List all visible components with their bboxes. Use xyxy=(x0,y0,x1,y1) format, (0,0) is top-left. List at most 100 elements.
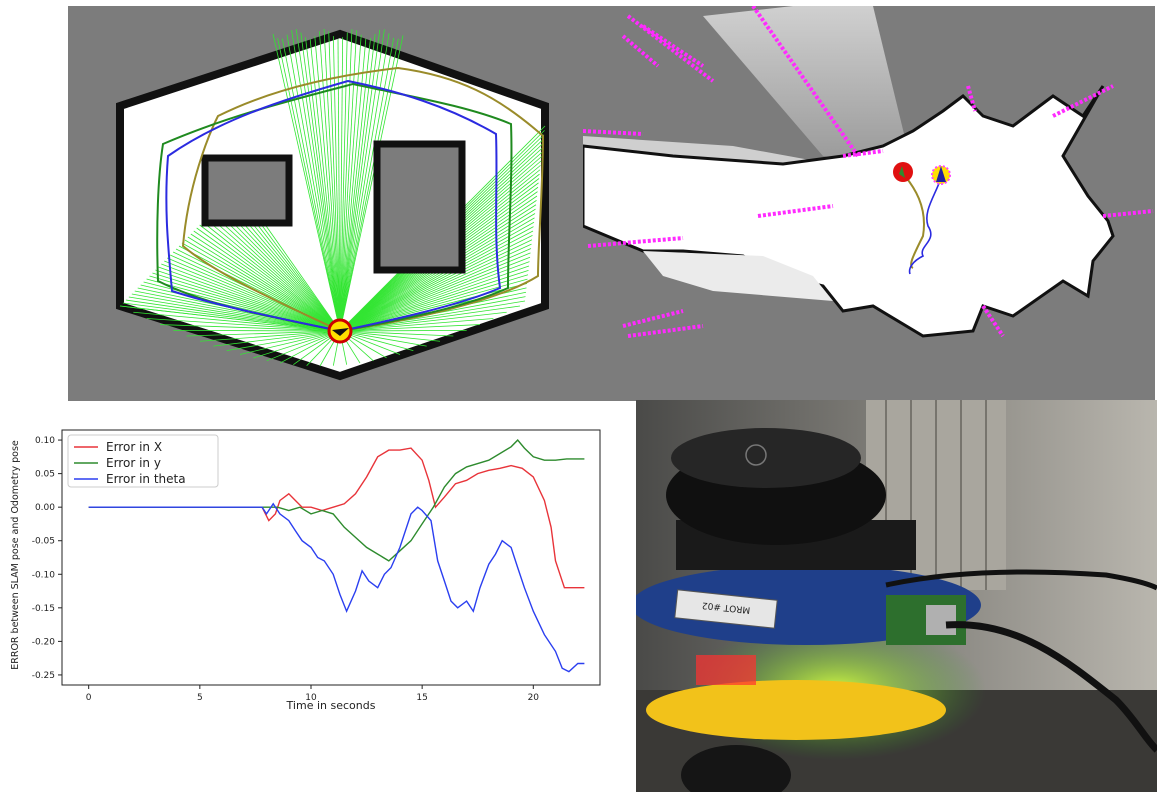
robot-heading-icon xyxy=(332,328,349,336)
frontier-marks xyxy=(583,6,1154,338)
laser-ray xyxy=(339,29,385,332)
laser-ray xyxy=(339,221,535,332)
y-tick-label: -0.15 xyxy=(32,604,55,614)
robot-odometry-heading-icon xyxy=(936,166,946,182)
laser-ray xyxy=(190,233,341,332)
laser-ray xyxy=(339,37,395,332)
laser-ray xyxy=(167,257,341,332)
laser-ray xyxy=(133,311,341,332)
laser-ray xyxy=(314,36,341,332)
y-axis-label: ERROR between SLAM pose and Odometry pos… xyxy=(10,440,21,670)
laser-ray xyxy=(339,265,530,332)
series-line xyxy=(88,447,585,589)
y-tick-label: 0.00 xyxy=(35,503,55,513)
laser-ray xyxy=(239,330,341,355)
legend-entry: Error in y xyxy=(106,456,161,470)
laser-ray xyxy=(339,330,414,351)
laser-ray xyxy=(152,272,341,332)
y-tick-label: 0.10 xyxy=(35,436,55,446)
laser-ray xyxy=(159,324,341,332)
laser-ray xyxy=(339,29,353,332)
laser-ray xyxy=(186,330,341,337)
laser-ray xyxy=(286,34,341,332)
frontier-mark xyxy=(641,24,705,68)
free-space-lower xyxy=(643,251,833,301)
y-tick-label: 0.05 xyxy=(35,470,55,480)
laser-ray xyxy=(305,37,341,332)
laser-ray xyxy=(339,330,454,337)
usb-cable xyxy=(945,621,1157,753)
laser-ray xyxy=(164,260,341,332)
lidar-logo-icon xyxy=(745,444,767,466)
robot-photo: MROT #02 xyxy=(636,400,1157,792)
robot-label-tag xyxy=(674,589,778,629)
x-tick-label: 5 xyxy=(197,693,203,703)
laser-ray xyxy=(339,283,528,332)
legend-entry: Error in theta xyxy=(106,472,186,486)
x-tick-label: 10 xyxy=(305,693,317,703)
robot-estimate-heading-icon xyxy=(899,166,905,178)
laser-ray xyxy=(339,248,532,332)
laser-ray xyxy=(339,29,381,332)
path-olive xyxy=(181,66,545,332)
y-axis-ticks: 0.10 0.05 0.00 -0.05 -0.10 -0.15 -0.20 -0.25 xyxy=(32,436,62,681)
x-axis-ticks: 0 5 10 15 20 xyxy=(86,685,539,703)
legend-box xyxy=(67,434,219,488)
laser-ray xyxy=(181,242,341,332)
laser-ray xyxy=(217,206,341,332)
obstacle-right xyxy=(373,140,466,274)
frontier-mark xyxy=(1102,209,1154,218)
laser-ray xyxy=(339,239,533,332)
laser-ray xyxy=(339,243,532,332)
legend-entry: Error in X xyxy=(106,440,162,454)
occupancy-map xyxy=(583,6,1154,338)
path-green xyxy=(156,82,513,332)
laser-ray xyxy=(339,269,529,332)
frontier-mark xyxy=(1052,84,1114,118)
frontier-mark xyxy=(751,6,860,158)
laser-ray xyxy=(295,29,341,332)
simulation-map-panel xyxy=(68,6,583,401)
wheel xyxy=(681,745,791,792)
laser-ray xyxy=(149,275,341,332)
robot-marker-odometry xyxy=(931,165,951,185)
frontier-mark xyxy=(626,14,715,83)
laser-ray xyxy=(187,236,341,332)
scan-beam-upper xyxy=(703,6,913,171)
laser-ray xyxy=(339,226,534,332)
laser-ray xyxy=(155,269,341,332)
laser-ray xyxy=(161,263,341,332)
laser-ray xyxy=(291,30,341,332)
series-lines xyxy=(88,439,585,673)
laser-ray xyxy=(196,227,341,332)
laser-ray xyxy=(339,311,507,332)
laser-ray xyxy=(339,235,533,332)
laser-ray xyxy=(122,302,341,332)
laser-ray xyxy=(211,212,341,332)
path-olive xyxy=(904,175,925,269)
error-plot-panel: 0 5 10 15 20 0.10 0.05 0.00 -0.05 -0.10 -0.15 -0.2… xyxy=(6,405,606,717)
laser-ray xyxy=(202,221,341,332)
laser-ray xyxy=(146,278,341,332)
laser-ray xyxy=(339,318,494,332)
simulation-map xyxy=(116,28,549,381)
y-tick-label: -0.05 xyxy=(32,537,55,547)
laser-ray xyxy=(184,239,341,332)
laser-ray xyxy=(339,217,535,332)
x-tick-label: 0 xyxy=(86,693,92,703)
laser-ray xyxy=(339,252,531,332)
frontier-mark xyxy=(981,304,1005,338)
laser-ray xyxy=(214,209,341,332)
laser-ray xyxy=(339,230,534,332)
obstacle-left xyxy=(201,154,293,227)
y-tick-label: -0.20 xyxy=(32,637,56,647)
laser-ray xyxy=(272,33,341,332)
frontier-mark xyxy=(583,129,644,136)
laser-ray xyxy=(339,330,427,347)
laser-ray xyxy=(339,324,481,332)
laser-ray xyxy=(309,38,341,332)
series-line xyxy=(88,439,585,562)
laser-ray xyxy=(226,330,341,351)
laser-ray xyxy=(199,224,341,332)
legend: Error in X Error in y Error in theta xyxy=(67,434,219,488)
